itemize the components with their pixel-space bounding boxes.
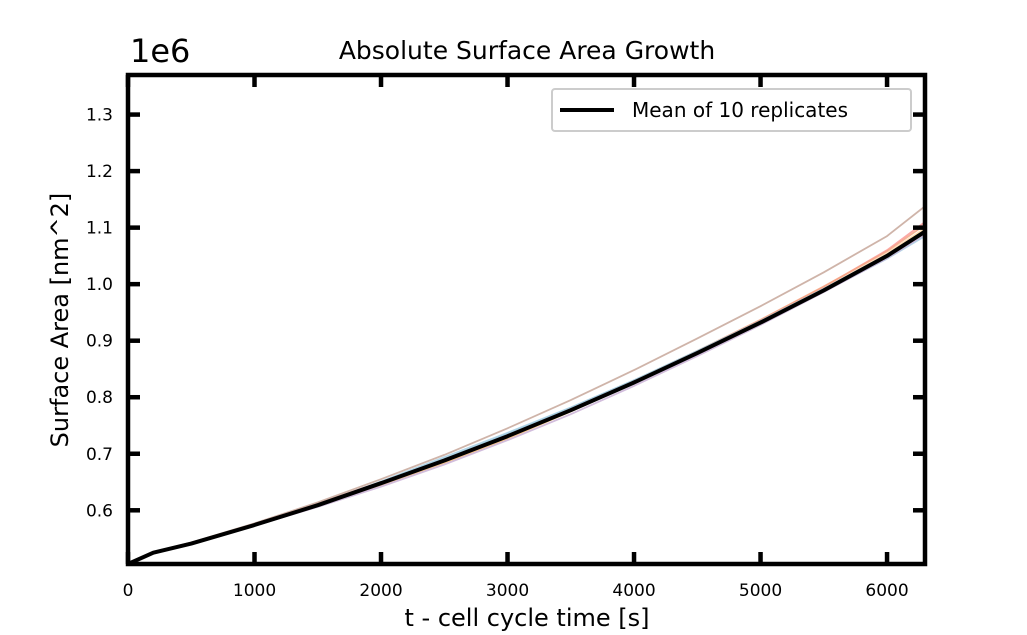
chart-title: Absolute Surface Area Growth xyxy=(339,36,715,65)
y-axis-label: Surface Area [nm^2] xyxy=(46,193,74,448)
y-tick-label-0.9: 0.9 xyxy=(86,332,113,352)
mean-line xyxy=(128,229,925,564)
x-tick-label-1000: 1000 xyxy=(233,581,276,601)
replicate-line-5 xyxy=(128,205,925,564)
legend-label-mean: Mean of 10 replicates xyxy=(632,98,848,122)
replicate-lines xyxy=(128,205,925,564)
replicate-line-9 xyxy=(128,227,925,564)
replicate-line-10 xyxy=(128,230,925,564)
ticks xyxy=(125,75,925,564)
replicate-line-2 xyxy=(128,229,925,564)
x-tick-label-4000: 4000 xyxy=(612,581,655,601)
x-tick-label-3000: 3000 xyxy=(486,581,529,601)
x-tick-label-5000: 5000 xyxy=(739,581,782,601)
tick-labels: 0 1000 2000 3000 4000 5000 6000 0.6 0.7 0.8 0.9 1.0… xyxy=(86,106,909,601)
legend-box xyxy=(551,88,912,132)
plot-frame xyxy=(125,72,928,567)
x-tick-label-2000: 2000 xyxy=(359,581,402,601)
legend: Mean of 10 replicates xyxy=(551,88,912,132)
y-tick-label-1.1: 1.1 xyxy=(86,219,113,239)
x-tick-label-6000: 6000 xyxy=(865,581,908,601)
replicate-line-6 xyxy=(128,229,925,564)
replicate-line-3 xyxy=(128,221,925,564)
y-tick-label-1.2: 1.2 xyxy=(86,162,113,182)
x-axis-label: t - cell cycle time [s] xyxy=(405,604,650,632)
y-tick-label-1.0: 1.0 xyxy=(86,275,113,295)
y-tick-label-0.7: 0.7 xyxy=(86,445,113,465)
mean-line-group xyxy=(128,229,925,564)
y-tick-label-0.6: 0.6 xyxy=(86,501,113,521)
y-tick-label-1.3: 1.3 xyxy=(86,106,113,126)
replicate-line-7 xyxy=(128,224,925,564)
x-tick-label-0: 0 xyxy=(123,581,134,601)
replicate-line-4 xyxy=(128,233,925,564)
y-tick-label-0.8: 0.8 xyxy=(86,388,113,408)
replicate-line-1 xyxy=(128,235,925,564)
y-axis-offset-label: 1e6 xyxy=(130,32,190,70)
